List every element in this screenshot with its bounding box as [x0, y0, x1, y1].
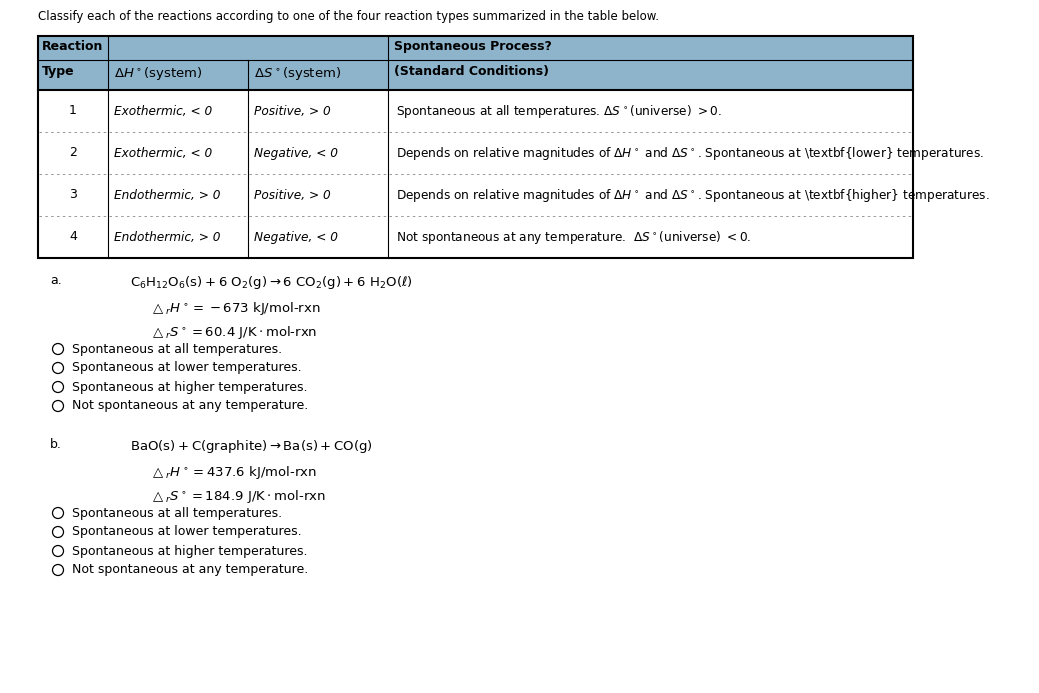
Bar [38, 36, 108, 60]
Bar [388, 174, 913, 216]
Bar [388, 36, 913, 60]
Text: Endothermic, > 0: Endothermic, > 0 [114, 231, 220, 243]
Bar [388, 60, 913, 90]
Text: $\mathit{\Delta S}^\circ\mathrm{(system)}$: $\mathit{\Delta S}^\circ\mathrm{(system)… [254, 65, 341, 82]
Bar [388, 216, 913, 258]
Text: b.: b. [50, 438, 62, 451]
Text: Spontaneous at lower temperatures.: Spontaneous at lower temperatures. [72, 525, 301, 538]
Bar [108, 90, 248, 132]
Bar [38, 90, 108, 132]
Text: Negative, < 0: Negative, < 0 [254, 146, 338, 159]
Bar [108, 60, 248, 90]
Text: Spontaneous at higher temperatures.: Spontaneous at higher temperatures. [72, 545, 308, 557]
Text: Depends on relative magnitudes of $\Delta H^\circ$ and $\Delta S^\circ$. Spontan: Depends on relative magnitudes of $\Delt… [396, 145, 984, 161]
Text: $\mathit{\Delta H}^\circ\mathrm{(system)}$: $\mathit{\Delta H}^\circ\mathrm{(system)… [114, 65, 203, 82]
Text: $\triangle_r S^\circ = 184.9\ \mathrm{J/K \cdot mol\text{-}rxn}$: $\triangle_r S^\circ = 184.9\ \mathrm{J/… [150, 488, 326, 505]
Bar [248, 132, 388, 174]
Text: 3: 3 [69, 188, 77, 202]
Text: $\mathrm{C_6H_{12}O_6(s) + 6\ O_2(g) \rightarrow 6\ CO_2(g) + 6\ H_2O(\ell)}$: $\mathrm{C_6H_{12}O_6(s) + 6\ O_2(g) \ri… [130, 274, 412, 291]
Text: Not spontaneous at any temperature.: Not spontaneous at any temperature. [72, 563, 309, 577]
Text: Spontaneous at all temperatures. $\Delta S^\circ$(universe) $> 0$.: Spontaneous at all temperatures. $\Delta… [396, 103, 722, 119]
Text: $\triangle_r H^\circ = -673\ \mathrm{kJ/mol\text{-}rxn}$: $\triangle_r H^\circ = -673\ \mathrm{kJ/… [150, 300, 320, 317]
Text: Spontaneous at all temperatures.: Spontaneous at all temperatures. [72, 342, 283, 356]
Bar [388, 132, 913, 174]
Text: 1: 1 [69, 105, 77, 118]
Text: Type: Type [42, 65, 75, 78]
Text: Exothermic, < 0: Exothermic, < 0 [114, 105, 212, 118]
Text: Not spontaneous at any temperature.: Not spontaneous at any temperature. [72, 399, 309, 412]
Text: Spontaneous at all temperatures.: Spontaneous at all temperatures. [72, 507, 283, 520]
Bar [108, 36, 248, 60]
Bar [38, 132, 108, 174]
Bar [38, 36, 913, 258]
Bar [248, 216, 388, 258]
Text: $\triangle_r H^\circ = 437.6\ \mathrm{kJ/mol\text{-}rxn}$: $\triangle_r H^\circ = 437.6\ \mathrm{kJ… [150, 464, 317, 481]
Text: Endothermic, > 0: Endothermic, > 0 [114, 188, 220, 202]
Text: Positive, > 0: Positive, > 0 [254, 188, 330, 202]
Text: $\triangle_r S^\circ = 60.4\ \mathrm{J/K \cdot mol\text{-}rxn}$: $\triangle_r S^\circ = 60.4\ \mathrm{J/K… [150, 324, 317, 341]
Text: Spontaneous at higher temperatures.: Spontaneous at higher temperatures. [72, 380, 308, 394]
Text: Spontaneous Process?: Spontaneous Process? [394, 40, 552, 53]
Text: $\mathrm{BaO(s) + C(graphite) \rightarrow Ba(s) + CO(g)}$: $\mathrm{BaO(s) + C(graphite) \rightarro… [130, 438, 373, 455]
Text: Exothermic, < 0: Exothermic, < 0 [114, 146, 212, 159]
Text: 2: 2 [69, 146, 77, 159]
Text: Not spontaneous at any temperature.  $\Delta S^\circ$(universe) $< 0$.: Not spontaneous at any temperature. $\De… [396, 229, 751, 245]
Text: Depends on relative magnitudes of $\Delta H^\circ$ and $\Delta S^\circ$. Spontan: Depends on relative magnitudes of $\Delt… [396, 186, 990, 204]
Text: Negative, < 0: Negative, < 0 [254, 231, 338, 243]
Text: (Standard Conditions): (Standard Conditions) [394, 65, 549, 78]
Text: Reaction: Reaction [42, 40, 103, 53]
Bar [248, 60, 388, 90]
Text: a.: a. [50, 274, 61, 287]
Bar [108, 132, 248, 174]
Bar [38, 60, 108, 90]
Text: Positive, > 0: Positive, > 0 [254, 105, 330, 118]
Bar [248, 90, 388, 132]
Bar [38, 216, 108, 258]
Text: Classify each of the reactions according to one of the four reaction types summa: Classify each of the reactions according… [38, 10, 659, 23]
Text: Spontaneous at lower temperatures.: Spontaneous at lower temperatures. [72, 362, 301, 374]
Bar [388, 90, 913, 132]
Bar [38, 174, 108, 216]
Bar [108, 216, 248, 258]
Bar [248, 174, 388, 216]
Text: 4: 4 [69, 231, 77, 243]
Bar [108, 174, 248, 216]
Bar [248, 36, 388, 60]
